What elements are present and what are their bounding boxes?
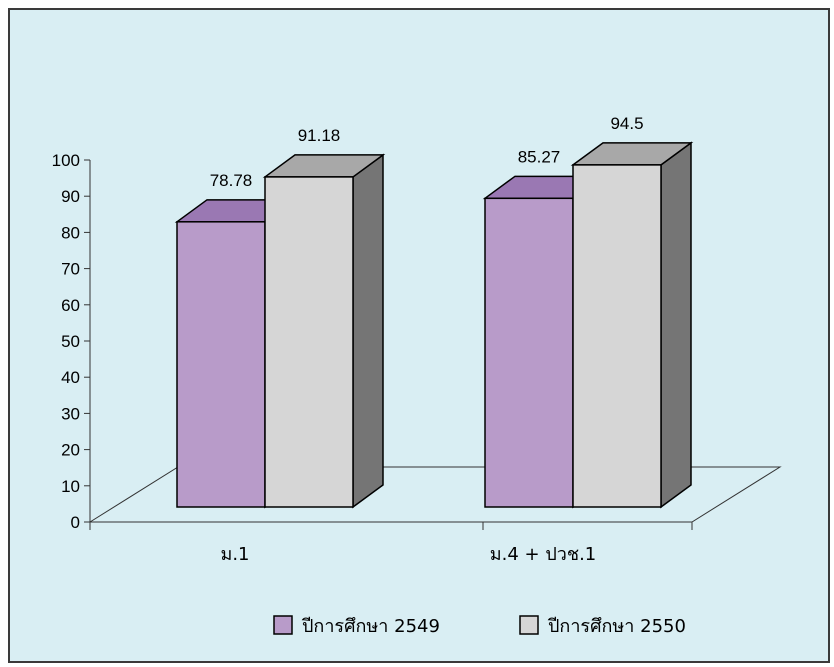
y-tick-label: 80 [61, 223, 80, 242]
y-tick-label: 60 [61, 296, 80, 315]
x-category-label: ม.1 [220, 544, 249, 565]
y-tick-label: 10 [61, 477, 80, 496]
bar-side-face [352, 153, 384, 509]
bar-front-face [264, 176, 354, 508]
legend-swatch [519, 615, 539, 635]
bar-2550-m4 [570, 141, 694, 509]
chart-frame [8, 8, 830, 663]
x-category-label: ม.4 + ปวช.1 [490, 544, 597, 565]
y-tick-label: 90 [61, 187, 80, 206]
data-label: 94.5 [610, 114, 643, 133]
y-tick-label: 40 [61, 368, 80, 387]
y-tick-label: 100 [52, 151, 80, 170]
bar-front-face [176, 221, 266, 508]
legend-swatch [273, 615, 293, 635]
bar-front-face [484, 197, 574, 508]
y-tick-label: 70 [61, 260, 80, 279]
bar-2550-m1 [262, 153, 386, 509]
legend-label: ปีการศึกษา 2550 [548, 616, 686, 637]
data-label: 85.27 [518, 147, 561, 166]
y-tick-label: 0 [71, 513, 80, 532]
y-tick-label: 50 [61, 332, 80, 351]
data-label: 91.18 [298, 126, 341, 145]
y-tick-label: 30 [61, 404, 80, 423]
data-label: 78.78 [210, 171, 253, 190]
bar-side-face [660, 141, 692, 509]
legend-label: ปีการศึกษา 2549 [302, 616, 440, 637]
bar-front-face [572, 164, 662, 508]
y-tick-label: 20 [61, 441, 80, 460]
